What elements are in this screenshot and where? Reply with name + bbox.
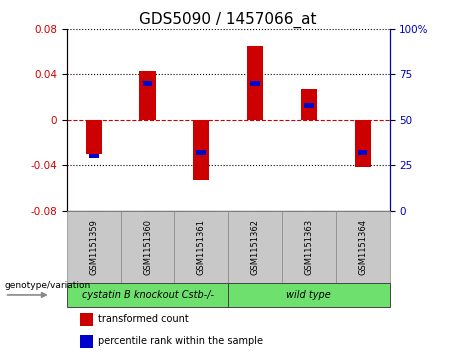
Text: GSM1151361: GSM1151361 <box>197 219 206 275</box>
Bar <box>358 150 367 155</box>
Bar <box>193 120 209 180</box>
Bar <box>139 71 155 120</box>
Bar <box>304 103 313 107</box>
Text: percentile rank within the sample: percentile rank within the sample <box>97 336 262 346</box>
Title: GDS5090 / 1457066_at: GDS5090 / 1457066_at <box>139 12 317 28</box>
Bar <box>282 211 336 283</box>
Bar <box>196 150 206 155</box>
Bar <box>250 81 260 86</box>
Text: cystatin B knockout Cstb-/-: cystatin B knockout Cstb-/- <box>82 290 213 300</box>
Bar <box>67 283 228 307</box>
Bar <box>80 335 93 348</box>
Text: GSM1151360: GSM1151360 <box>143 219 152 275</box>
Bar <box>174 211 228 283</box>
Bar <box>247 46 263 120</box>
Bar <box>336 211 390 283</box>
Bar <box>228 283 390 307</box>
Bar <box>80 313 93 326</box>
Text: GSM1151359: GSM1151359 <box>89 219 98 275</box>
Text: GSM1151364: GSM1151364 <box>358 219 367 275</box>
Bar <box>301 89 317 120</box>
Text: GSM1151363: GSM1151363 <box>304 219 313 275</box>
Bar <box>86 120 102 154</box>
Bar <box>355 120 371 167</box>
Text: transformed count: transformed count <box>97 314 188 325</box>
Text: GSM1151362: GSM1151362 <box>251 219 260 275</box>
Bar <box>228 211 282 283</box>
Bar <box>89 154 99 158</box>
Text: genotype/variation: genotype/variation <box>5 281 91 290</box>
Bar <box>67 211 121 283</box>
Text: wild type: wild type <box>286 290 331 300</box>
Bar <box>121 211 174 283</box>
Bar <box>142 81 152 86</box>
